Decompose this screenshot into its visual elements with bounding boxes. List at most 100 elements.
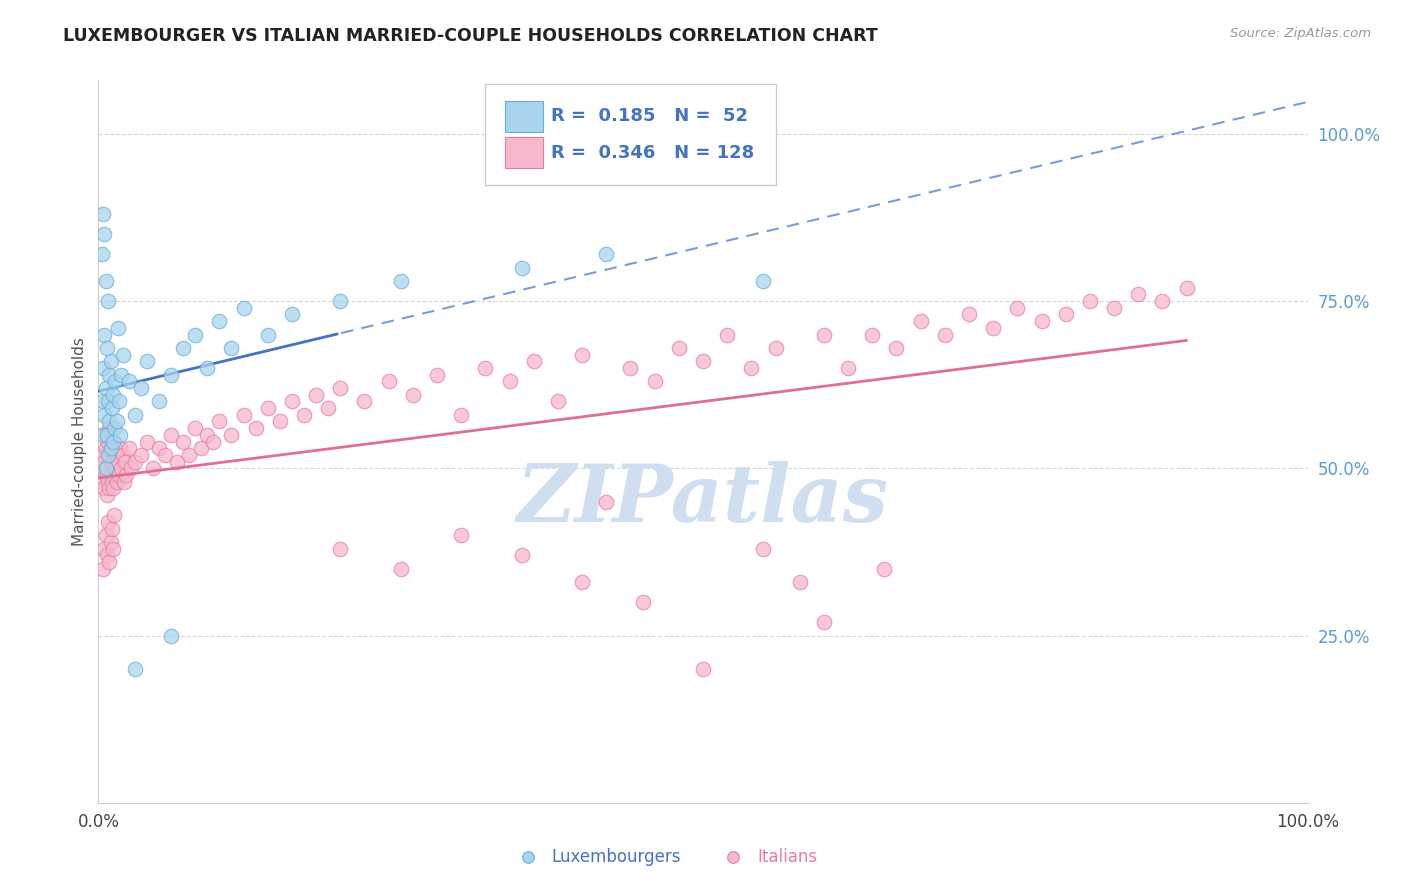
Point: [124, 408, 146, 422]
Point: [91, 448, 114, 462]
Point: [631, 595, 654, 609]
Point: [93, 541, 115, 556]
Point: [1078, 294, 1101, 309]
Point: [94, 381, 117, 395]
Y-axis label: Married-couple Households: Married-couple Households: [72, 337, 87, 546]
Point: [571, 348, 593, 362]
Point: [668, 341, 690, 355]
Point: [96, 341, 118, 355]
Point: [108, 394, 131, 409]
Point: [98, 421, 121, 435]
Point: [97, 294, 120, 309]
Point: [100, 401, 122, 416]
Point: [98, 448, 121, 462]
Point: [377, 375, 399, 389]
Point: [402, 387, 425, 401]
Point: [184, 327, 207, 342]
Point: [124, 662, 146, 676]
Point: [245, 421, 267, 435]
Point: [93, 427, 115, 442]
Point: [101, 434, 124, 449]
Point: [104, 375, 127, 389]
Point: [1175, 281, 1198, 295]
Point: [208, 414, 231, 429]
Point: [353, 394, 375, 409]
Point: [329, 294, 352, 309]
Point: [692, 662, 714, 676]
Point: [97, 475, 120, 489]
Point: [619, 361, 641, 376]
Point: [860, 327, 883, 342]
FancyBboxPatch shape: [485, 84, 776, 185]
Point: [389, 562, 412, 576]
Point: [510, 548, 533, 563]
Point: [93, 327, 115, 342]
Point: [1054, 307, 1077, 322]
Point: [474, 361, 496, 376]
Text: Luxembourgers: Luxembourgers: [551, 848, 682, 866]
Point: [305, 387, 328, 401]
Point: [96, 488, 118, 502]
Point: [1152, 294, 1174, 309]
Point: [110, 368, 132, 382]
Point: [91, 207, 114, 221]
Point: [329, 541, 352, 556]
Point: [91, 461, 114, 475]
Point: [160, 368, 183, 382]
Point: [97, 394, 120, 409]
Point: [101, 482, 124, 496]
Point: [692, 354, 714, 368]
Point: [93, 455, 115, 469]
Point: [934, 327, 956, 342]
Point: [166, 455, 188, 469]
Point: [94, 528, 117, 542]
Point: [91, 394, 114, 409]
Point: [426, 368, 449, 382]
Point: [195, 427, 218, 442]
Point: [107, 321, 129, 335]
Point: [160, 427, 183, 442]
Point: [316, 401, 339, 416]
Point: [957, 307, 980, 322]
Point: [120, 461, 142, 475]
Point: [105, 448, 128, 462]
Point: [190, 442, 212, 455]
Point: [232, 301, 254, 315]
FancyBboxPatch shape: [505, 136, 543, 169]
Point: [115, 467, 138, 482]
Point: [103, 434, 125, 449]
Point: [110, 461, 132, 475]
Point: [91, 427, 114, 442]
Point: [98, 482, 121, 496]
Point: [886, 341, 908, 355]
Point: [752, 274, 775, 288]
Point: [97, 448, 120, 462]
Point: [93, 408, 115, 422]
Point: [111, 448, 134, 462]
Point: [281, 307, 304, 322]
Point: [97, 515, 120, 529]
Point: [292, 408, 315, 422]
Point: [172, 434, 194, 449]
Point: [101, 541, 124, 556]
Point: [108, 442, 131, 455]
Point: [135, 434, 157, 449]
Point: [723, 846, 745, 860]
Point: [450, 528, 472, 542]
Point: [740, 361, 762, 376]
Point: [101, 387, 124, 401]
Point: [202, 434, 225, 449]
Point: [510, 260, 533, 275]
Point: [96, 427, 118, 442]
Point: [256, 327, 278, 342]
Point: [498, 375, 520, 389]
Point: [105, 475, 128, 489]
Point: [1102, 301, 1125, 315]
Point: [98, 368, 121, 382]
Point: [100, 475, 122, 489]
Point: [232, 408, 254, 422]
Point: [523, 354, 546, 368]
Point: [837, 361, 859, 376]
Point: [789, 575, 811, 590]
Point: [93, 482, 115, 496]
